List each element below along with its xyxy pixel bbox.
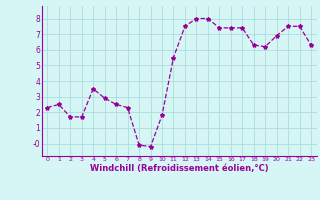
X-axis label: Windchill (Refroidissement éolien,°C): Windchill (Refroidissement éolien,°C)	[90, 164, 268, 173]
